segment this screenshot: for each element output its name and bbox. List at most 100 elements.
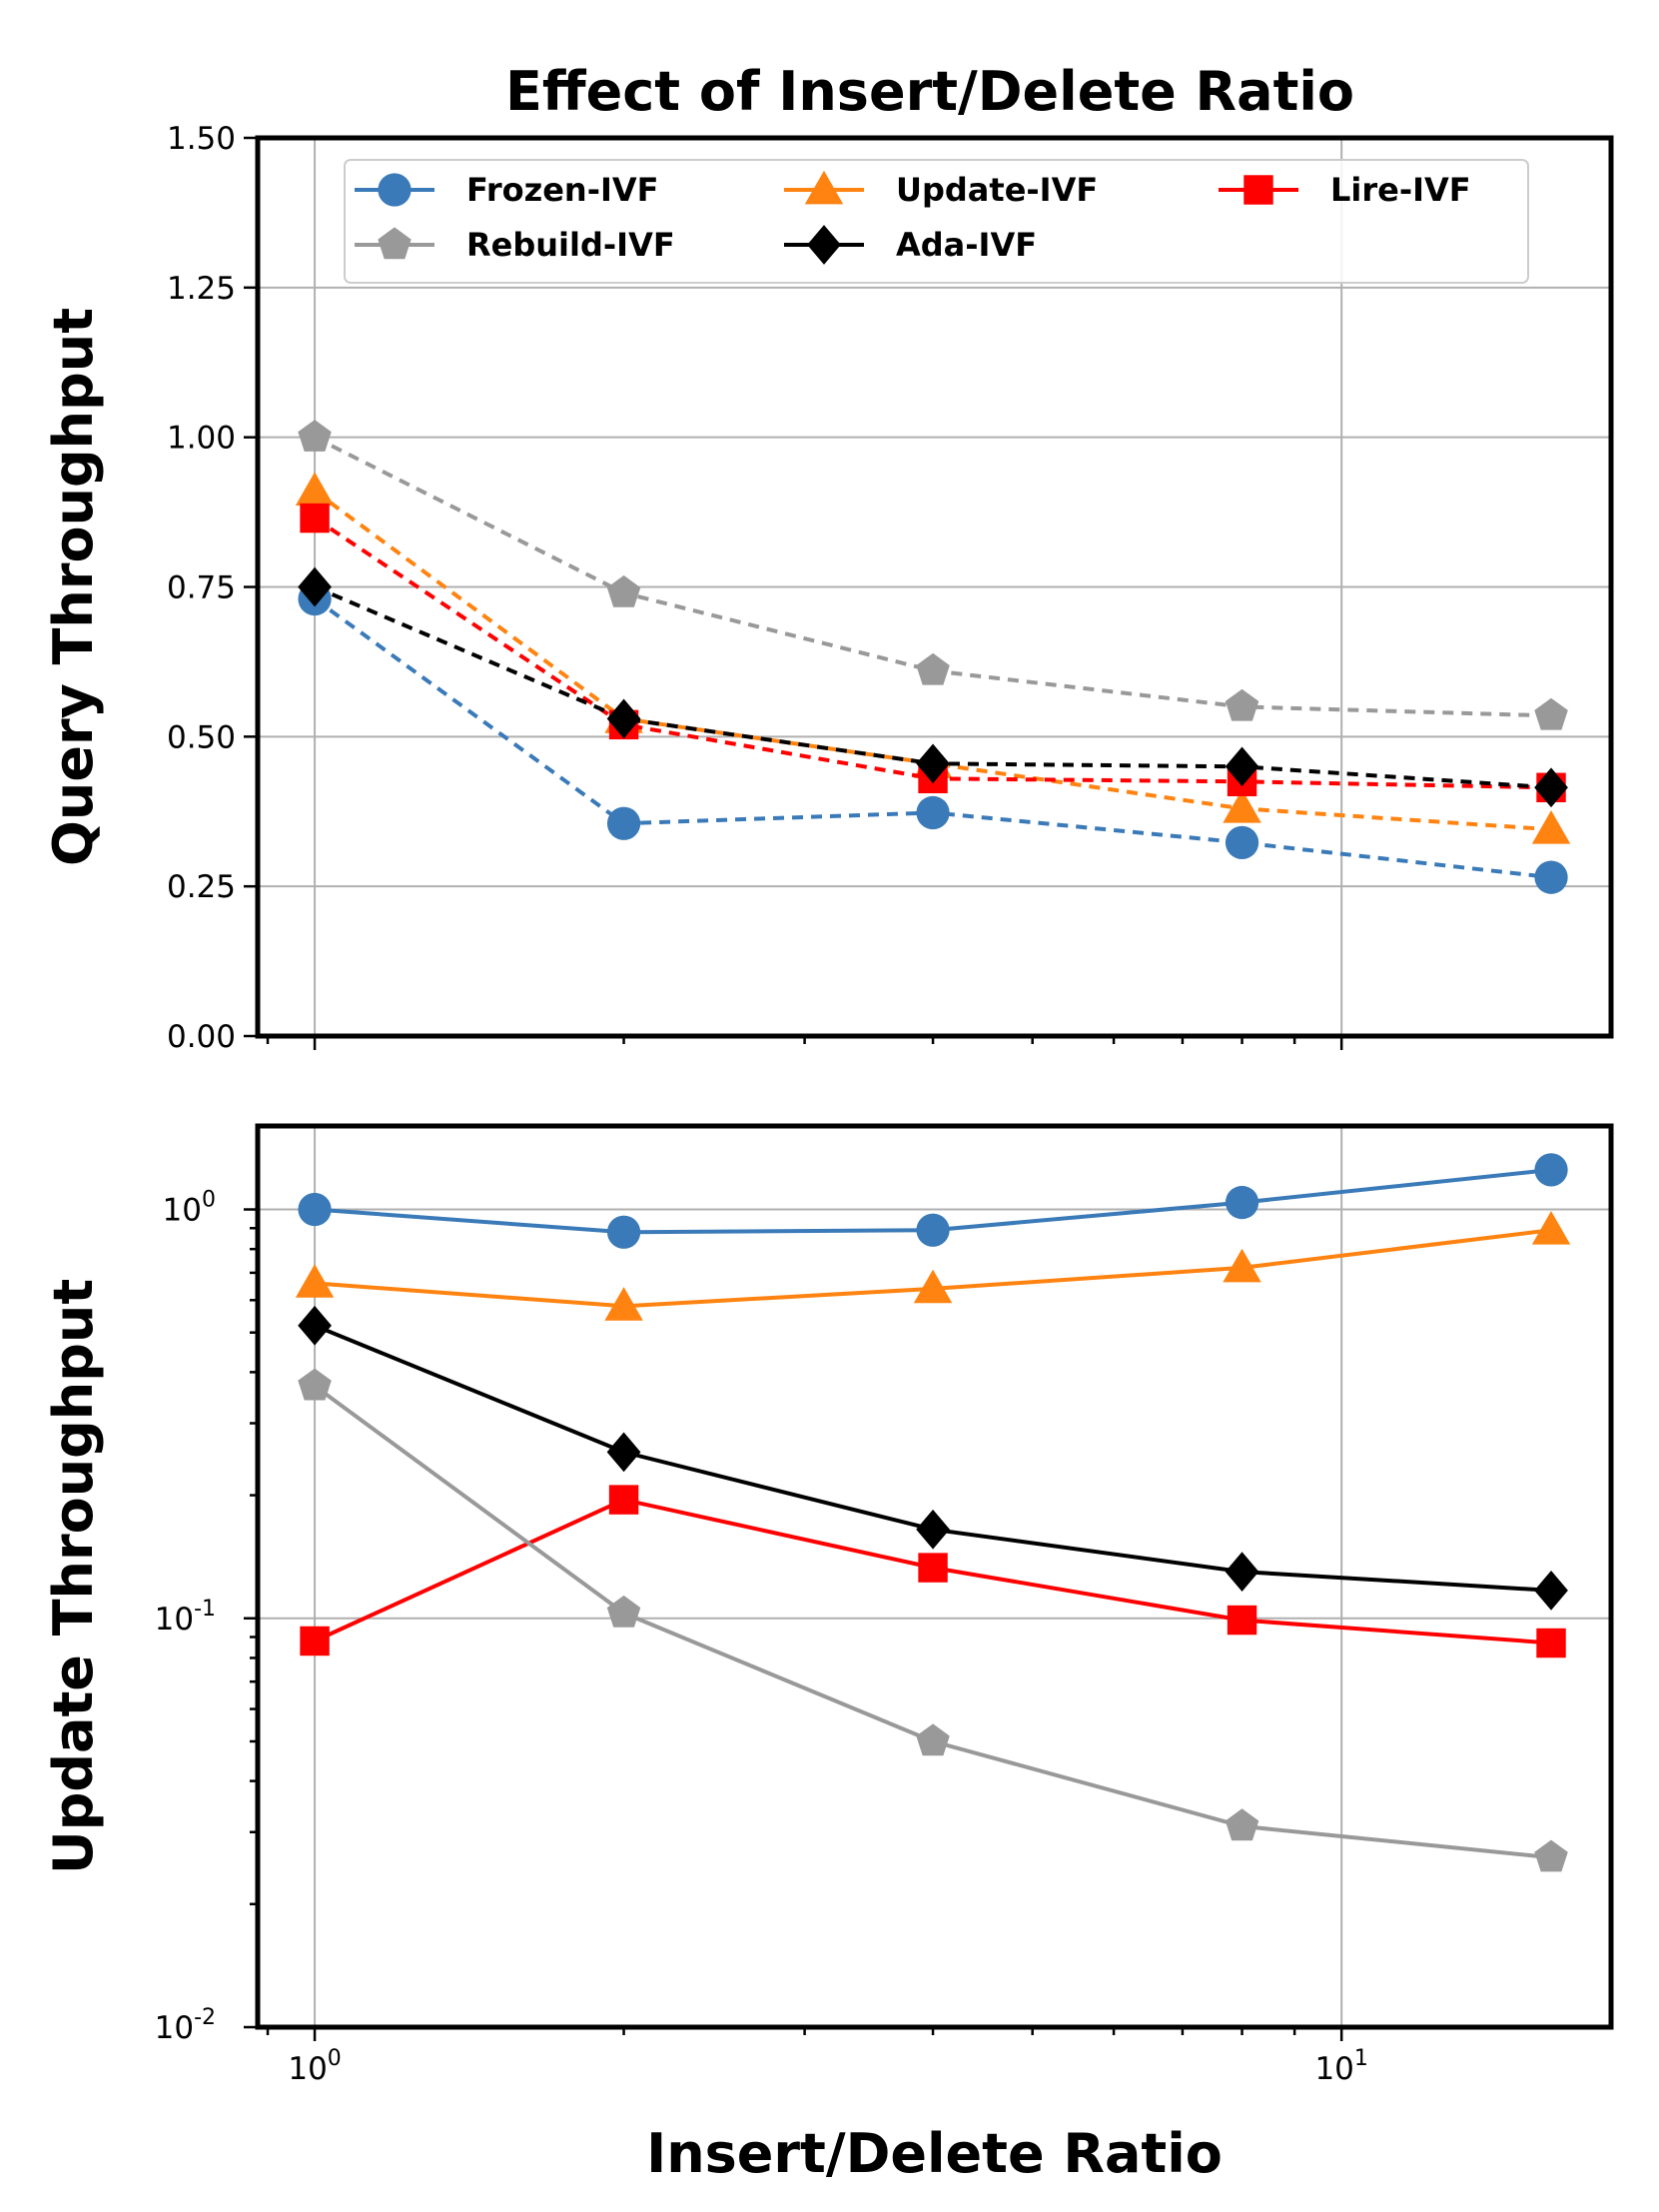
data-point-ada-ivf [916,1509,950,1550]
legend-label: Frozen-IVF [466,171,659,209]
legend-marker [807,225,841,265]
x-tick-label: 101 [1314,2046,1367,2087]
data-point-lire-ivf [918,1553,948,1583]
data-point-rebuild-ivf [916,1723,950,1756]
data-point-frozen-ivf [916,1213,950,1247]
data-point-update-ivf [1531,1211,1571,1245]
data-point-ada-ivf [606,1432,641,1473]
data-point-ada-ivf [1534,767,1568,808]
data-point-rebuild-ivf [916,652,950,685]
y-tick-label: 10-1 [155,1597,216,1638]
legend-item-rebuild-ivf: Rebuild-IVF [355,226,675,264]
data-point-ada-ivf [916,743,950,784]
data-point-ada-ivf [606,698,641,739]
y-axis-label: Query Throughput [42,308,105,866]
legend-marker [804,170,844,205]
data-point-lire-ivf [300,1626,330,1657]
legend-label: Lire-IVF [1330,171,1471,209]
y-tick-label-exponent: -1 [194,1597,216,1622]
data-point-update-ivf [913,1269,953,1304]
legend-marker [378,227,412,260]
series-line-rebuild-ivf [313,1384,1552,1860]
data-point-frozen-ivf [916,795,950,830]
series-line-update-ivf [313,489,1552,832]
data-point-update-ivf [1223,1248,1261,1283]
series-frozen-ivf [298,1153,1568,1249]
legend-item-ada-ivf: Ada-IVF [784,225,1037,265]
data-point-frozen-ivf [298,1192,332,1227]
legend-label: Update-IVF [896,171,1098,209]
x-tick-labels: 100 101 [288,2046,1368,2087]
series-rebuild-ivf [298,1368,1568,1872]
data-point-update-ivf [1223,789,1261,823]
y-tick-label-exponent: -2 [194,2005,216,2030]
data-point-lire-ivf [1536,1628,1566,1659]
data-point-frozen-ivf [606,1215,641,1249]
data-point-ada-ivf [1534,1571,1568,1611]
y-tick-label: 1.25 [167,271,236,307]
chart-title: Effect of Insert/Delete Ratio [505,60,1354,123]
data-point-frozen-ivf [1225,825,1259,860]
legend: Frozen-IVF Update-IVF Lire-IVF Rebuild-IVF A… [344,159,1529,284]
data-point-rebuild-ivf [1225,688,1259,721]
data-point-lire-ivf [608,1485,639,1515]
legend-label: Ada-IVF [896,226,1037,264]
data-point-update-ivf [295,472,335,507]
series-frozen-ivf [298,581,1568,894]
data-point-rebuild-ivf [1225,1808,1259,1841]
legend-item-frozen-ivf: Frozen-IVF [355,171,659,209]
y-tick-label: 0.75 [167,570,236,606]
data-point-rebuild-ivf [1534,1839,1568,1872]
data-point-lire-ivf [1227,1605,1257,1636]
series-line-ada-ivf [314,1323,1552,1593]
x-tick-label-exponent: 1 [1354,2046,1368,2071]
y-tick-label: 100 [163,1188,216,1229]
series-line-frozen-ivf [313,596,1552,880]
data-point-update-ivf [295,1264,335,1298]
y-tick-label: 10-2 [155,2005,216,2046]
x-tick-label-exponent: 0 [328,2046,342,2071]
data-point-update-ivf [604,1287,643,1321]
data-point-ada-ivf [298,1305,332,1346]
data-point-rebuild-ivf [1534,697,1568,730]
series-update-ivf [295,1211,1571,1321]
query-throughput-plot: 0.00 0.25 0.50 0.75 1.00 1.25 1.50 Query Throug… [42,121,1614,1055]
data-point-rebuild-ivf [606,574,641,607]
data-point-update-ivf [1531,810,1571,844]
legend-marker [1244,175,1273,205]
tick-marks [244,1208,1343,2041]
data-point-ada-ivf [298,566,332,607]
series-ada-ivf [298,1305,1568,1611]
legend-marker [378,173,412,207]
x-axis-label: Insert/Delete Ratio [646,2122,1223,2185]
series-ada-ivf [298,566,1568,808]
data-point-frozen-ivf [1225,1185,1259,1220]
legend-item-update-ivf: Update-IVF [784,170,1098,209]
data-point-ada-ivf [1225,746,1259,787]
y-tick-label: 0.25 [167,869,236,905]
y-tick-label-exponent: 0 [202,1188,216,1213]
plot-frame [255,135,1614,1039]
data-point-frozen-ivf [1534,860,1568,894]
legend-item-lire-ivf: Lire-IVF [1219,171,1471,209]
y-axis-label: Update Throughput [42,1279,105,1874]
data-point-rebuild-ivf [606,1595,641,1628]
data-point-frozen-ivf [1534,1153,1568,1187]
data-point-rebuild-ivf [298,420,332,452]
y-tick-label: 0.00 [167,1019,236,1055]
y-tick-label: 0.50 [167,719,236,755]
data-point-frozen-ivf [606,806,641,840]
x-tick-label: 100 [288,2046,341,2087]
data-point-rebuild-ivf [298,1368,332,1401]
series-rebuild-ivf [298,420,1568,730]
y-tick-label: 1.00 [167,421,236,457]
data-point-ada-ivf [1225,1552,1259,1592]
y-tick-labels: 10-2 10-1 100 [155,1188,216,2046]
data-point-lire-ivf [300,503,330,534]
legend-label: Rebuild-IVF [466,226,675,264]
series-lire-ivf [300,1485,1566,1659]
y-tick-label: 1.50 [167,121,236,157]
plot-frame [255,1123,1614,2030]
